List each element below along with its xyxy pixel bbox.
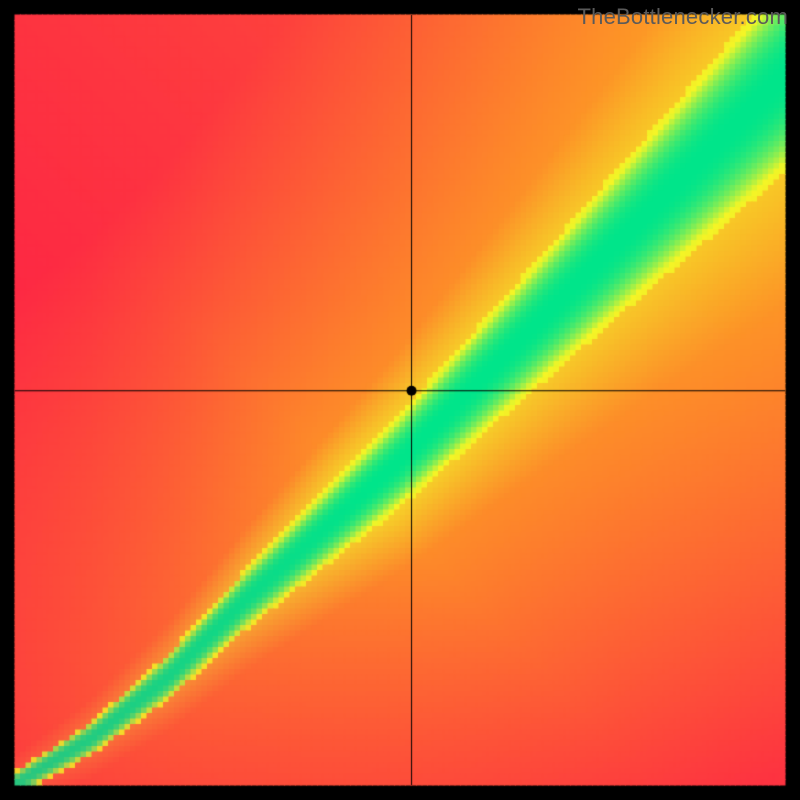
watermark-text: TheBottlenecker.com — [578, 4, 788, 30]
heatmap-canvas — [0, 0, 800, 800]
chart-container: TheBottlenecker.com — [0, 0, 800, 800]
